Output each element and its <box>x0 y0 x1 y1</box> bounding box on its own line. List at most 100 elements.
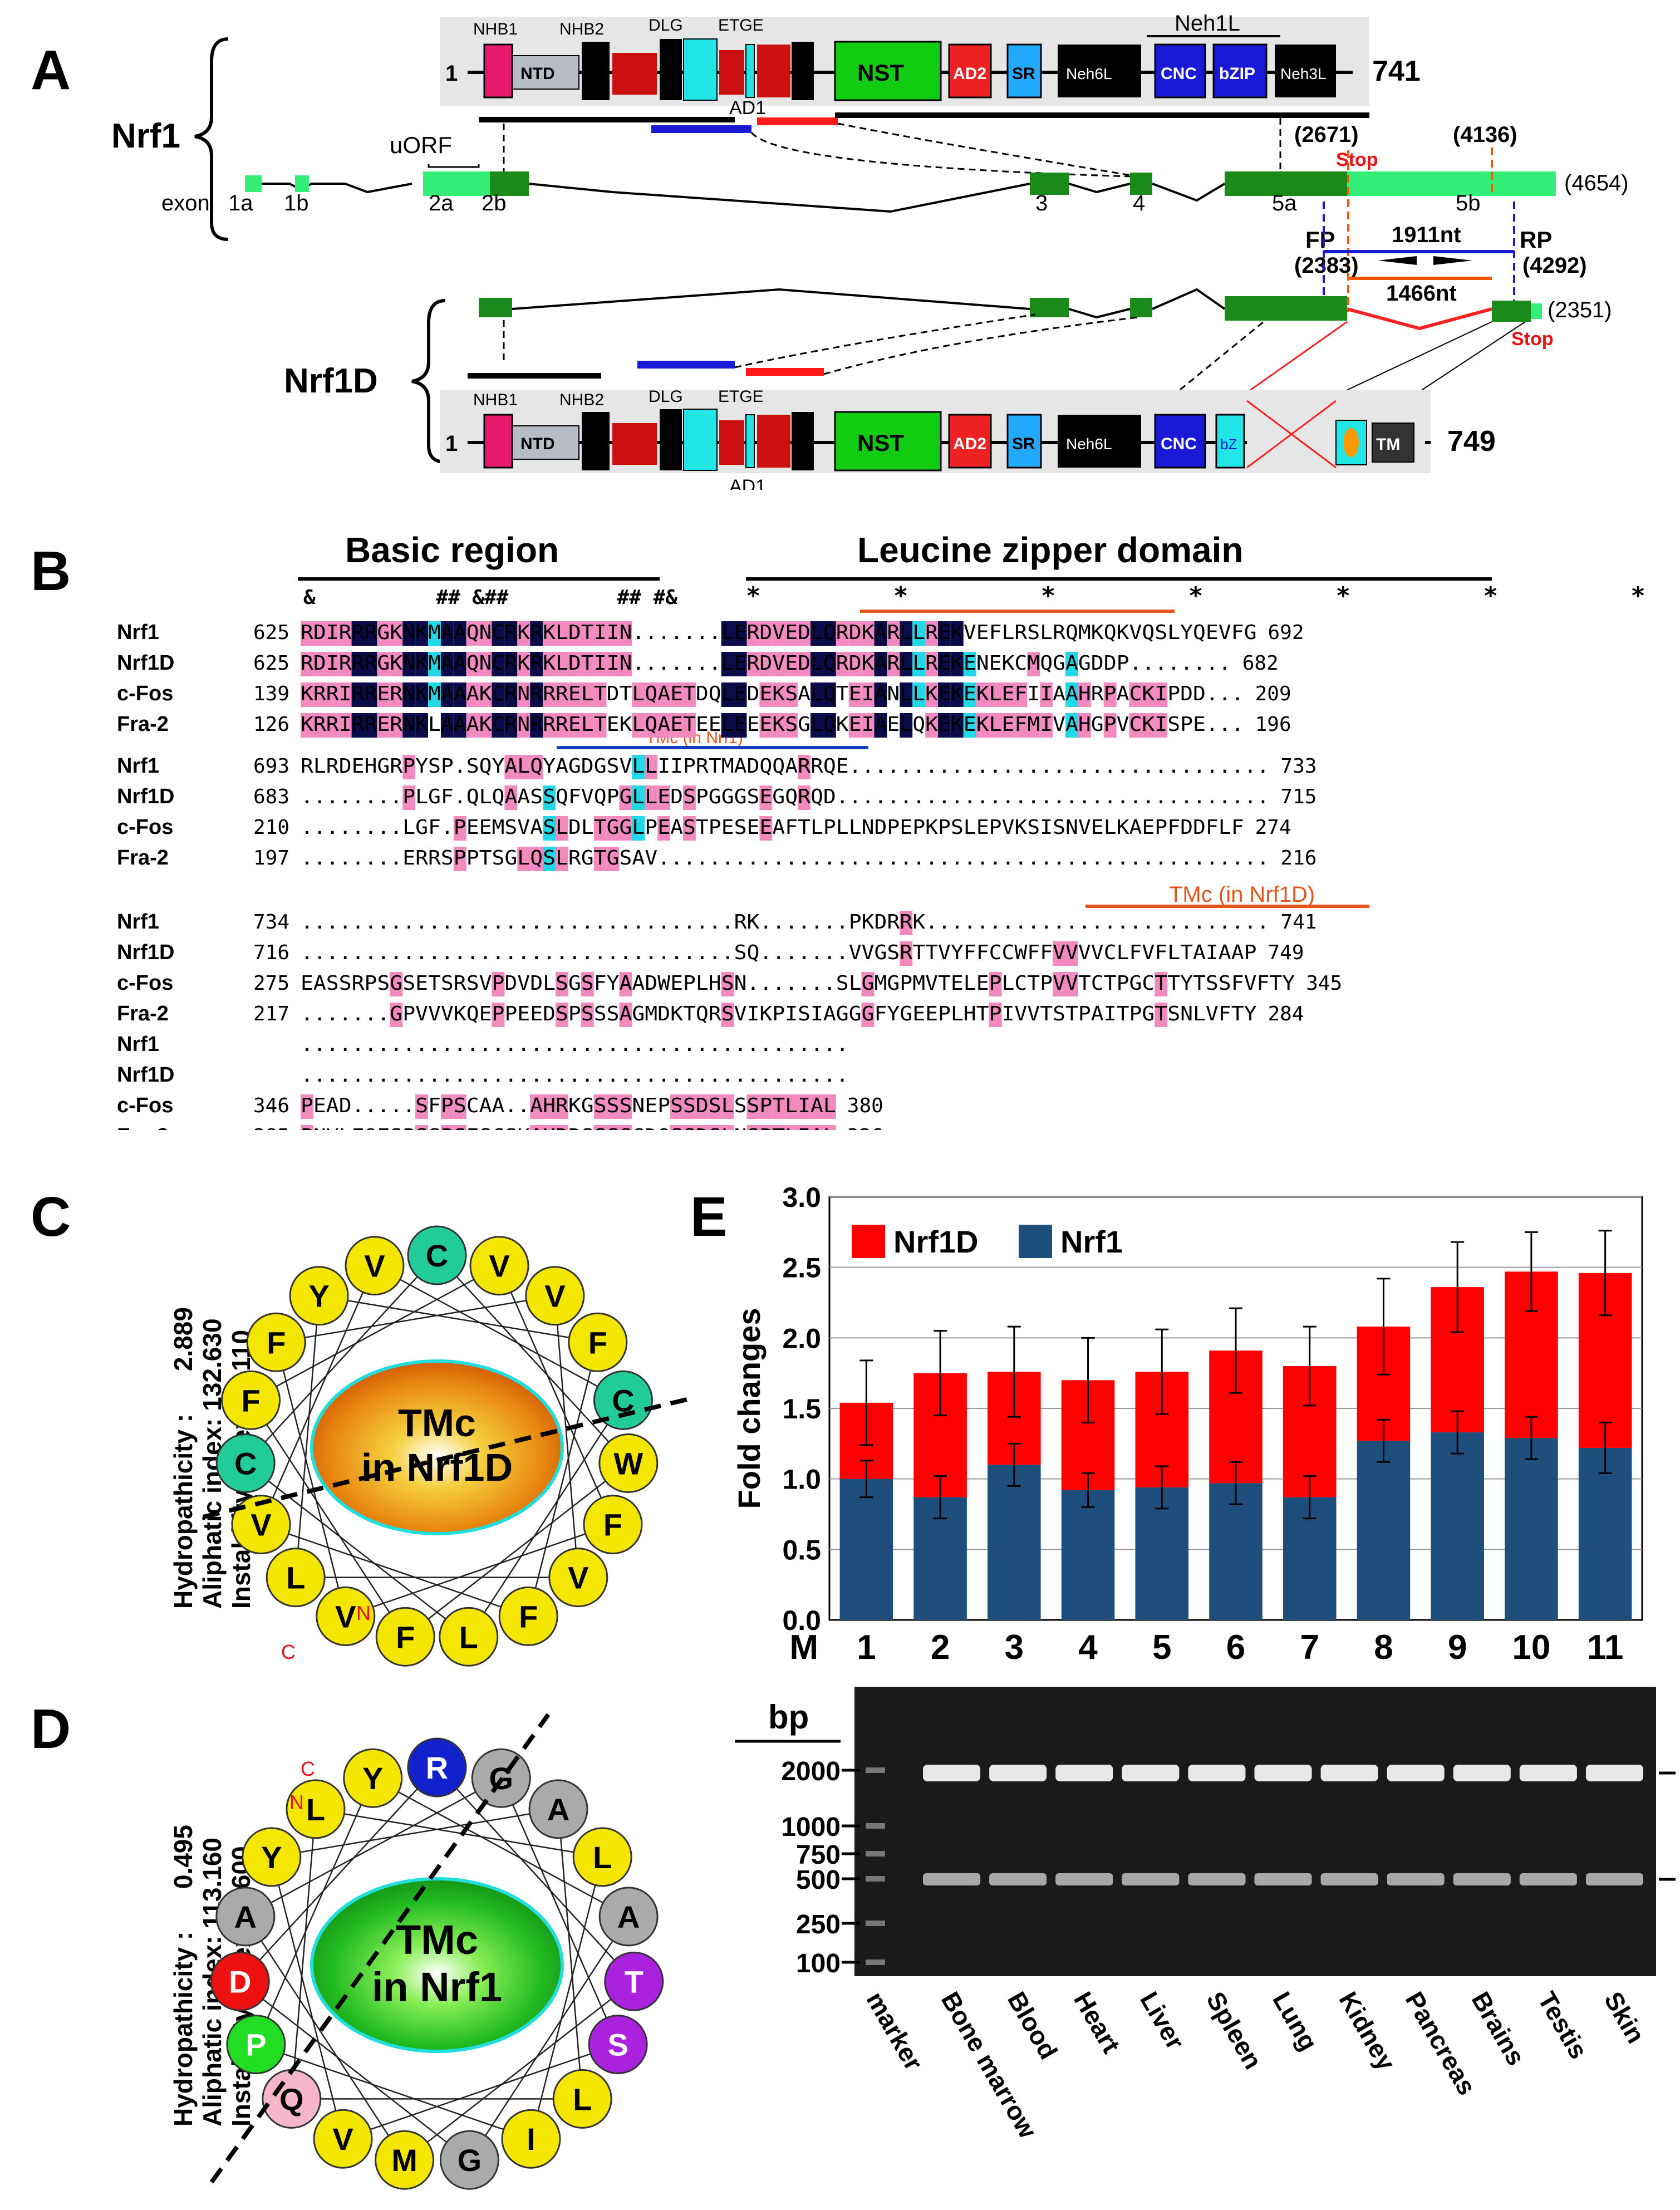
conservation-shade <box>504 713 518 738</box>
y-tick-label: 2.5 <box>782 1253 821 1284</box>
svg-text:Neh6L: Neh6L <box>1066 435 1112 453</box>
conservation-shade <box>581 621 594 646</box>
conservation-shade <box>517 652 530 676</box>
conservation-shade <box>415 652 428 676</box>
svg-text:Neh3L: Neh3L <box>1280 65 1327 82</box>
ladder-label: 1000 <box>781 1813 841 1842</box>
band-nrf1d <box>1188 1873 1246 1885</box>
seq-name: Nrf1D <box>117 651 174 675</box>
wheel-link <box>345 1524 613 1617</box>
conservation-shade <box>428 682 441 707</box>
bar-nrf1 <box>1578 1447 1632 1620</box>
residue-letter: Y <box>308 1279 329 1314</box>
exon-5b <box>1347 171 1556 196</box>
conservation-shade <box>683 1094 696 1119</box>
conservation-shade <box>823 652 836 676</box>
conservation-shade <box>504 621 518 646</box>
wheel-link <box>315 1808 603 1858</box>
conservation-shade <box>543 621 556 646</box>
residue-letter: F <box>396 1619 415 1654</box>
band-nrf1 <box>923 1765 981 1781</box>
svg-text:2b: 2b <box>482 191 507 215</box>
seq-end: 741 <box>1280 911 1317 934</box>
conservation-shade <box>938 682 951 707</box>
seq-residues: PEAD.....SFPSCAA..AHRKGSSSNEPSSDSLSSPTLI… <box>301 1094 836 1117</box>
conservation-shade <box>415 1094 428 1119</box>
residue-letter: V <box>544 1279 565 1314</box>
conservation-shade <box>734 682 747 707</box>
conservation-shade <box>1065 682 1078 707</box>
residue-letter: P <box>245 2027 266 2062</box>
x-tick-label: 2 <box>931 1628 950 1667</box>
conservation-shade <box>1078 713 1091 738</box>
conservation-shade <box>364 682 377 707</box>
conservation-shade <box>619 1003 632 1027</box>
conservation-shade <box>581 682 594 707</box>
conservation-shade <box>301 682 313 707</box>
residue-letter: C <box>234 1446 257 1481</box>
bp-label: bp <box>768 1698 809 1736</box>
didld-domain <box>660 39 682 100</box>
residue-circle <box>210 1951 270 2011</box>
conservation-shade <box>810 1094 823 1119</box>
wheel-link <box>275 1342 347 1617</box>
conservation-shade <box>568 713 581 738</box>
conservation-shade <box>695 1125 709 1130</box>
conservation-shade <box>645 755 658 779</box>
seq-name: c-Fos <box>117 971 173 995</box>
band-nrf1 <box>1188 1765 1246 1781</box>
neh5l-domain <box>792 42 814 100</box>
hydropathicity-c: Hydropathicity : 2.889 <box>169 1307 198 1609</box>
seq-end: 284 <box>1268 1003 1304 1025</box>
svg-text:(4292): (4292) <box>1522 253 1587 278</box>
conservation-shade <box>1065 941 1078 966</box>
conservation-shade <box>453 1094 466 1119</box>
seq-name: Nrf1D <box>117 1063 174 1087</box>
conservation-shade <box>989 682 1002 707</box>
residue-circle <box>439 1607 499 1667</box>
seq-start: 716 <box>253 941 289 964</box>
conservation-shade <box>390 972 403 996</box>
conservation-shade <box>759 816 773 841</box>
conservation-shade <box>963 713 976 738</box>
svg-text:CNC: CNC <box>1161 435 1197 453</box>
svg-text:N: N <box>356 1602 371 1624</box>
conservation-shade <box>848 682 862 707</box>
seq-residues: ..................................SQ....… <box>301 941 1257 964</box>
conservation-shade <box>861 621 875 646</box>
svg-text:ETGE: ETGE <box>718 387 764 406</box>
band-nrf1d <box>1585 1873 1643 1885</box>
conservation-shade <box>593 621 607 646</box>
conservation-shade <box>683 713 696 738</box>
conservation-shade <box>568 682 581 707</box>
conservation-shade <box>900 911 913 935</box>
residue-letter: I <box>527 2121 536 2157</box>
svg-text:AD1: AD1 <box>729 97 766 119</box>
conservation-shade <box>606 652 620 676</box>
x-tick-label: 7 <box>1300 1628 1319 1667</box>
conservation-shade <box>390 713 403 738</box>
wheel-link <box>500 1777 619 2045</box>
conservation-shade <box>785 1094 798 1119</box>
conservation-shade <box>759 713 773 738</box>
svg-text:& ## &## ## #: & ## &## ## #& <box>303 586 677 609</box>
wheel-link <box>557 1809 583 2099</box>
conservation-shade <box>338 621 352 646</box>
conservation-shade <box>1027 652 1040 676</box>
band-nrf1d <box>923 1873 981 1885</box>
conservation-shade <box>989 972 1002 996</box>
ad2-domain <box>948 43 992 99</box>
panel-e-chart: E 0.0 0.5 1.0 1.5 2.0 2.5 3.0 Fold changes 1 2 3 4 5… <box>690 1182 1643 1667</box>
wheel-link <box>498 1265 614 1525</box>
band-nrf1 <box>1387 1765 1445 1781</box>
wheel-link <box>291 1809 317 2099</box>
residue-circle <box>221 1370 281 1430</box>
nst-domain <box>834 41 942 101</box>
residue-circle <box>246 1312 306 1372</box>
bar-nrf1 <box>1431 1432 1484 1620</box>
bar-nrf1 <box>839 1479 893 1620</box>
svg-text:exon: exon <box>161 191 210 215</box>
legend-label-nrf1d: Nrf1D <box>893 1224 978 1259</box>
